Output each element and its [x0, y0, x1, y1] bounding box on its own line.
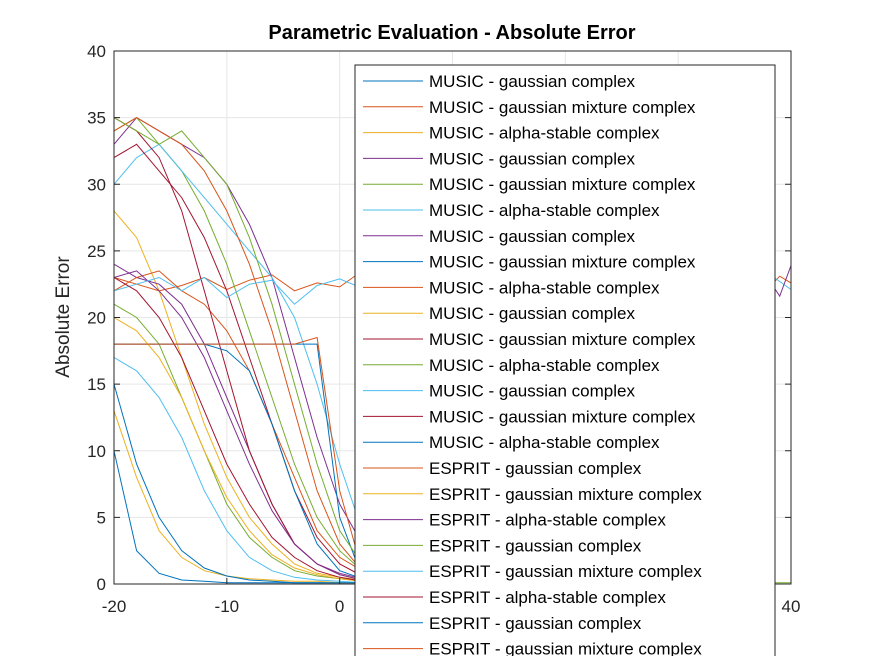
x-tick-label: 0 [335, 597, 344, 616]
x-axis: -20 -10 0 40 [102, 578, 801, 616]
legend-label: ESPRIT - gaussian mixture complex [429, 640, 702, 656]
series-line-17 [113, 270, 363, 581]
series-line-2 [113, 210, 363, 581]
legend-label: MUSIC - gaussian mixture complex [429, 407, 696, 426]
y-tick-label: 30 [87, 175, 106, 194]
legend-label: ESPRIT - alpha-stable complex [429, 588, 666, 607]
legend-item: MUSIC - gaussian mixture complex [363, 330, 696, 349]
legend-label: ESPRIT - gaussian mixture complex [429, 562, 702, 581]
y-tick-label: 25 [87, 242, 106, 261]
series-line-1 [113, 270, 363, 292]
x-tick-label: 40 [782, 597, 801, 616]
legend-item: MUSIC - alpha-stable complex [363, 278, 660, 297]
y-tick-label: 15 [87, 375, 106, 394]
series-line-19 [113, 276, 363, 305]
legend-item: ESPRIT - gaussian complex [363, 536, 642, 555]
legend-label: ESPRIT - alpha-stable complex [429, 511, 666, 530]
legend-label: MUSIC - alpha-stable complex [429, 356, 660, 375]
legend-label: ESPRIT - gaussian complex [429, 459, 642, 478]
legend: MUSIC - gaussian complex MUSIC - gaussian… [354, 64, 776, 656]
legend-label: MUSIC - alpha-stable complex [429, 124, 660, 143]
legend-label: MUSIC - gaussian mixture complex [429, 253, 696, 272]
legend-item: ESPRIT - alpha-stable complex [363, 588, 666, 607]
legend-label: MUSIC - gaussian mixture complex [429, 175, 696, 194]
series-line-9 [113, 410, 363, 584]
y-axis-label: Absolute Error [53, 256, 74, 378]
legend-label: MUSIC - alpha-stable complex [429, 278, 660, 297]
chart-title: Parametric Evaluation - Absolute Error [268, 22, 635, 44]
legend-item: MUSIC - alpha-stable complex [363, 356, 660, 375]
legend-label: MUSIC - gaussian complex [429, 149, 635, 168]
legend-label: MUSIC - gaussian complex [429, 72, 635, 91]
series-line-21 [113, 383, 363, 584]
legend-label: ESPRIT - gaussian complex [429, 614, 642, 633]
y-axis: 0 5 10 15 20 25 30 35 40 [87, 42, 791, 594]
legend-item: MUSIC - gaussian complex [363, 227, 635, 246]
legend-label: ESPRIT - gaussian complex [429, 536, 642, 555]
y-tick-label: 0 [97, 575, 106, 594]
legend-item: MUSIC - gaussian mixture complex [363, 175, 696, 194]
legend-item: MUSIC - gaussian mixture complex [363, 407, 696, 426]
series-line-22 [114, 336, 363, 571]
legend-item: MUSIC - alpha-stable complex [363, 124, 660, 143]
legend-item: ESPRIT - alpha-stable complex [363, 511, 666, 530]
legend-item: ESPRIT - gaussian mixture complex [363, 640, 702, 656]
series-line-20 [113, 277, 363, 582]
series-line-15 [113, 117, 363, 572]
series-line-16 [113, 317, 363, 582]
legend-item: MUSIC - gaussian complex [363, 149, 635, 168]
legend-label: MUSIC - alpha-stable complex [429, 201, 660, 220]
legend-item: MUSIC - gaussian complex [363, 382, 635, 401]
legend-item: ESPRIT - gaussian mixture complex [363, 562, 702, 581]
legend-label: MUSIC - alpha-stable complex [429, 433, 660, 452]
y-tick-label: 10 [87, 442, 106, 461]
legend-box [354, 64, 776, 656]
series-line-8 [113, 270, 363, 572]
x-tick-label: -20 [102, 597, 127, 616]
x-tick-label: -10 [215, 597, 240, 616]
legend-label: MUSIC - gaussian complex [429, 382, 635, 401]
series-line-13 [113, 143, 363, 577]
legend-label: MUSIC - gaussian complex [429, 227, 635, 246]
y-tick-label: 5 [97, 508, 106, 527]
legend-item: MUSIC - gaussian complex [363, 304, 635, 323]
legend-item: ESPRIT - gaussian mixture complex [363, 485, 702, 504]
series-layer [113, 116, 792, 584]
legend-item: ESPRIT - gaussian complex [363, 614, 642, 633]
y-tick-label: 40 [87, 42, 106, 61]
series-line-12 [113, 357, 363, 584]
legend-item: MUSIC - alpha-stable complex [363, 433, 660, 452]
legend-items: MUSIC - gaussian complex MUSIC - gaussian… [363, 72, 702, 656]
legend-label: MUSIC - gaussian complex [429, 304, 635, 323]
legend-item: ESPRIT - gaussian complex [363, 459, 642, 478]
series-line-4 [113, 116, 363, 572]
series-line-18 [113, 117, 363, 565]
legend-label: MUSIC - gaussian mixture complex [429, 98, 696, 117]
y-tick-label: 35 [87, 109, 106, 128]
legend-item: MUSIC - alpha-stable complex [363, 201, 660, 220]
legend-item: MUSIC - gaussian mixture complex [363, 98, 696, 117]
legend-label: MUSIC - gaussian mixture complex [429, 330, 696, 349]
y-tick-label: 20 [87, 309, 106, 328]
series-line-11 [113, 303, 363, 582]
legend-item: MUSIC - gaussian mixture complex [363, 253, 696, 272]
legend-item: MUSIC - gaussian complex [363, 72, 635, 91]
legend-label: ESPRIT - gaussian mixture complex [429, 485, 702, 504]
